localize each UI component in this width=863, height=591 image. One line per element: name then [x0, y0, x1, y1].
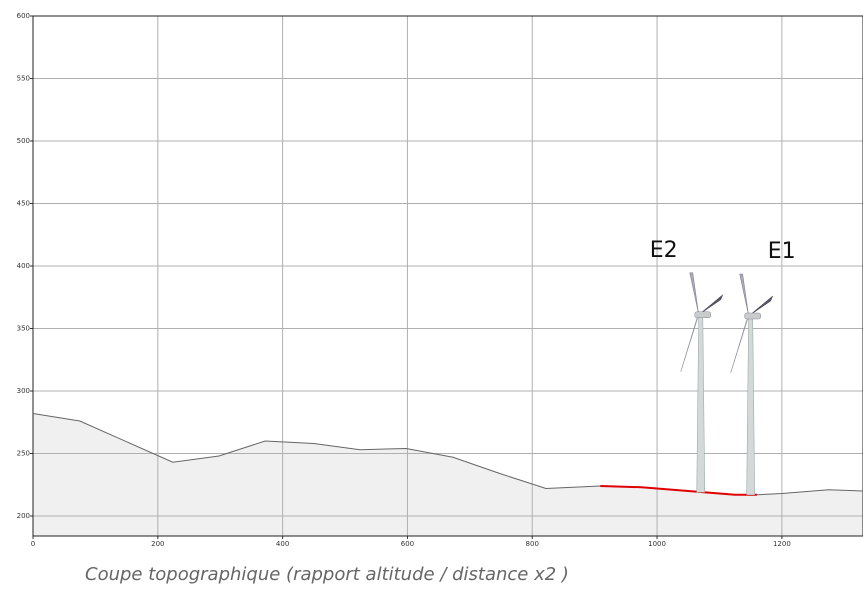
turbine-nacelle	[744, 312, 761, 320]
terrain-line	[756, 489, 863, 496]
x-tick-label: 0	[31, 540, 35, 548]
turbine-label: E1	[768, 239, 796, 264]
turbine-blade	[730, 315, 749, 374]
turbine-nacelle	[694, 311, 711, 318]
wind-turbine	[730, 273, 773, 496]
y-tick-label: 200	[17, 512, 30, 520]
turbine-blade	[698, 294, 723, 315]
plot-frame	[32, 15, 863, 537]
terrain-fill	[33, 413, 863, 536]
y-tick-label: 600	[17, 12, 30, 20]
turbine-label: E2	[650, 238, 678, 263]
y-tick-label: 250	[17, 450, 30, 458]
turbine-blade	[689, 272, 699, 315]
y-tick-label: 550	[17, 75, 30, 83]
y-tick-label: 300	[17, 387, 30, 395]
caption: Coupe topographique (rapport altitude / …	[85, 564, 569, 585]
turbine-tower	[746, 315, 755, 496]
turbine-blade	[748, 295, 773, 317]
turbine-blade	[739, 273, 749, 317]
y-tick-label: 350	[17, 325, 30, 333]
y-tick-label: 500	[17, 137, 30, 145]
x-tick-label: 600	[401, 540, 414, 548]
wind-turbine	[680, 272, 723, 493]
terrain-line	[32, 413, 601, 490]
turbine-tower	[696, 314, 706, 493]
terrain-line	[600, 485, 757, 496]
x-tick-label: 200	[151, 540, 164, 548]
x-tick-label: 1000	[648, 540, 666, 548]
x-tick-label: 1200	[773, 540, 791, 548]
x-tick-label: 400	[276, 540, 289, 548]
turbine-blade	[680, 314, 699, 372]
x-tick-label: 800	[526, 540, 539, 548]
y-tick-label: 400	[17, 262, 30, 270]
y-tick-label: 450	[17, 200, 30, 208]
